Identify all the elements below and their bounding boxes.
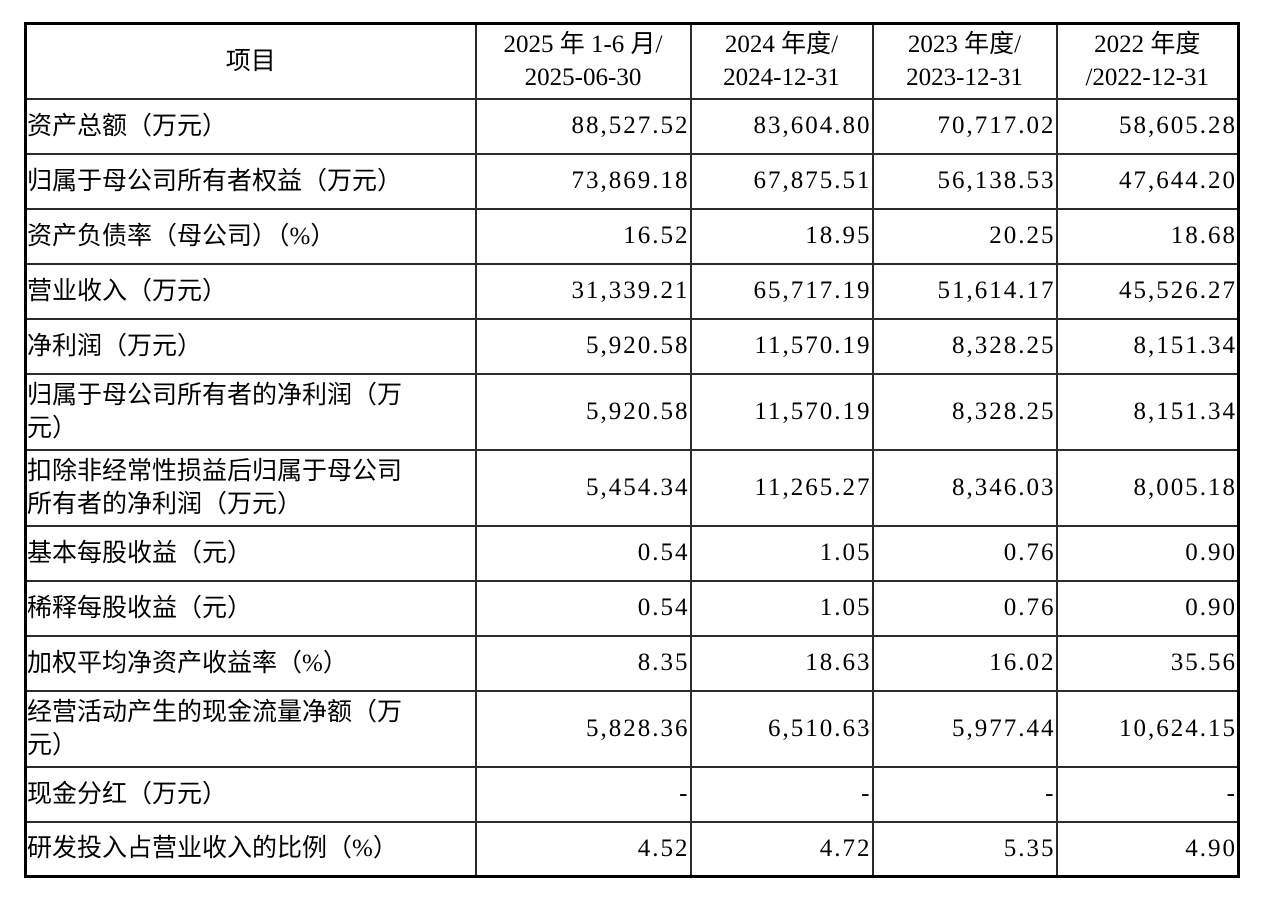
- value-cell: 35.56: [1055, 634, 1240, 692]
- table-row: 稀释每股收益（元） 0.54 1.05 0.76 0.90: [24, 579, 1240, 637]
- value-cell: 5,920.58: [474, 372, 692, 451]
- value-cell: 5,828.36: [474, 689, 692, 768]
- value-cell: 47,644.20: [1055, 152, 1240, 210]
- value-cell: 4.52: [474, 820, 692, 878]
- value-cell: -: [871, 765, 1058, 823]
- table-row: 现金分红（万元） - - - -: [24, 765, 1240, 823]
- value-cell: -: [1055, 765, 1240, 823]
- value-cell: 0.90: [1055, 579, 1240, 637]
- table-row: 归属于母公司所有者的净利润（万 元） 5,920.58 11,570.19 8,…: [24, 372, 1240, 451]
- value-cell: 73,869.18: [474, 152, 692, 210]
- value-cell: 0.54: [474, 579, 692, 637]
- value-cell: 1.05: [689, 524, 874, 582]
- value-cell: 8.35: [474, 634, 692, 692]
- table-row: 净利润（万元） 5,920.58 11,570.19 8,328.25 8,15…: [24, 317, 1240, 375]
- value-cell: 8,328.25: [871, 372, 1058, 451]
- table-row: 资产总额（万元） 88,527.52 83,604.80 70,717.02 5…: [24, 97, 1240, 155]
- value-cell: 5,920.58: [474, 317, 692, 375]
- row-label: 现金分红（万元）: [24, 765, 477, 823]
- value-cell: 5,454.34: [474, 448, 692, 527]
- value-cell: 88,527.52: [474, 97, 692, 155]
- value-cell: 20.25: [871, 207, 1058, 265]
- value-cell: 11,265.27: [689, 448, 874, 527]
- column-header-period-2024: 2024 年度/ 2024-12-31: [689, 22, 874, 100]
- value-cell: 18.68: [1055, 207, 1240, 265]
- value-cell: 8,151.34: [1055, 372, 1240, 451]
- row-label: 基本每股收益（元）: [24, 524, 477, 582]
- value-cell: -: [689, 765, 874, 823]
- row-label: 净利润（万元）: [24, 317, 477, 375]
- financial-summary-table: 项目 2025 年 1-6 月/ 2025-06-30 2024 年度/ 202…: [24, 22, 1240, 878]
- row-label: 资产负债率（母公司）（%）: [24, 207, 477, 265]
- row-label: 经营活动产生的现金流量净额（万 元）: [24, 689, 477, 768]
- value-cell: 8,346.03: [871, 448, 1058, 527]
- value-cell: 18.63: [689, 634, 874, 692]
- table-row: 经营活动产生的现金流量净额（万 元） 5,828.36 6,510.63 5,9…: [24, 689, 1240, 768]
- value-cell: 4.72: [689, 820, 874, 878]
- column-header-period-2025h1: 2025 年 1-6 月/ 2025-06-30: [474, 22, 692, 100]
- value-cell: 0.76: [871, 579, 1058, 637]
- value-cell: 1.05: [689, 579, 874, 637]
- table-row: 基本每股收益（元） 0.54 1.05 0.76 0.90: [24, 524, 1240, 582]
- table-row: 加权平均净资产收益率（%） 8.35 18.63 16.02 35.56: [24, 634, 1240, 692]
- row-label: 稀释每股收益（元）: [24, 579, 477, 637]
- value-cell: 8,005.18: [1055, 448, 1240, 527]
- table-row: 归属于母公司所有者权益（万元） 73,869.18 67,875.51 56,1…: [24, 152, 1240, 210]
- value-cell: 18.95: [689, 207, 874, 265]
- row-label: 资产总额（万元）: [24, 97, 477, 155]
- value-cell: 8,328.25: [871, 317, 1058, 375]
- value-cell: 31,339.21: [474, 262, 692, 320]
- value-cell: 16.02: [871, 634, 1058, 692]
- table-row: 扣除非经常性损益后归属于母公司 所有者的净利润（万元） 5,454.34 11,…: [24, 448, 1240, 527]
- value-cell: 4.90: [1055, 820, 1240, 878]
- value-cell: -: [474, 765, 692, 823]
- value-cell: 8,151.34: [1055, 317, 1240, 375]
- value-cell: 51,614.17: [871, 262, 1058, 320]
- value-cell: 6,510.63: [689, 689, 874, 768]
- row-label: 加权平均净资产收益率（%）: [24, 634, 477, 692]
- value-cell: 5.35: [871, 820, 1058, 878]
- value-cell: 65,717.19: [689, 262, 874, 320]
- table-row: 资产负债率（母公司）（%） 16.52 18.95 20.25 18.68: [24, 207, 1240, 265]
- row-label: 归属于母公司所有者的净利润（万 元）: [24, 372, 477, 451]
- value-cell: 83,604.80: [689, 97, 874, 155]
- value-cell: 10,624.15: [1055, 689, 1240, 768]
- table-row: 营业收入（万元） 31,339.21 65,717.19 51,614.17 4…: [24, 262, 1240, 320]
- value-cell: 67,875.51: [689, 152, 874, 210]
- value-cell: 58,605.28: [1055, 97, 1240, 155]
- value-cell: 11,570.19: [689, 317, 874, 375]
- column-header-item: 项目: [24, 22, 477, 100]
- row-label: 营业收入（万元）: [24, 262, 477, 320]
- value-cell: 0.54: [474, 524, 692, 582]
- value-cell: 0.76: [871, 524, 1058, 582]
- value-cell: 5,977.44: [871, 689, 1058, 768]
- column-header-period-2022: 2022 年度 /2022-12-31: [1055, 22, 1240, 100]
- table-header-row: 项目 2025 年 1-6 月/ 2025-06-30 2024 年度/ 202…: [24, 22, 1240, 100]
- value-cell: 70,717.02: [871, 97, 1058, 155]
- value-cell: 45,526.27: [1055, 262, 1240, 320]
- row-label: 研发投入占营业收入的比例（%）: [24, 820, 477, 878]
- value-cell: 16.52: [474, 207, 692, 265]
- value-cell: 56,138.53: [871, 152, 1058, 210]
- value-cell: 11,570.19: [689, 372, 874, 451]
- column-header-period-2023: 2023 年度/ 2023-12-31: [871, 22, 1058, 100]
- value-cell: 0.90: [1055, 524, 1240, 582]
- row-label: 归属于母公司所有者权益（万元）: [24, 152, 477, 210]
- row-label: 扣除非经常性损益后归属于母公司 所有者的净利润（万元）: [24, 448, 477, 527]
- table-row: 研发投入占营业收入的比例（%） 4.52 4.72 5.35 4.90: [24, 820, 1240, 878]
